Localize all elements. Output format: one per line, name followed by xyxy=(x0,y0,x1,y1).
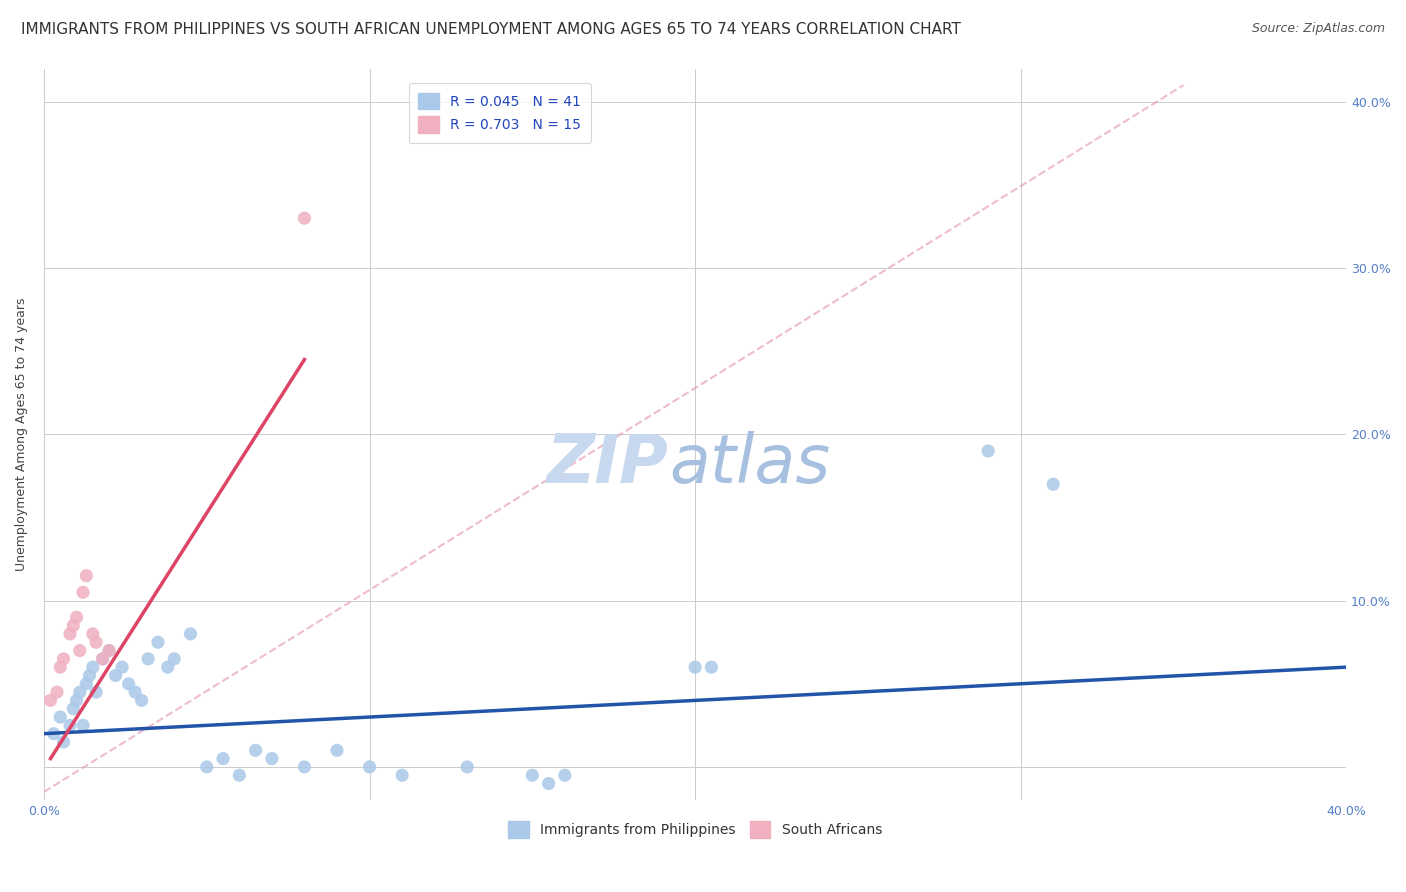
Point xyxy=(294,211,316,226)
Point xyxy=(111,660,134,674)
Point xyxy=(456,760,478,774)
Point xyxy=(49,660,72,674)
Point xyxy=(522,768,544,782)
Point xyxy=(195,760,218,774)
Point xyxy=(59,718,82,732)
Point xyxy=(117,677,139,691)
Y-axis label: Unemployment Among Ages 65 to 74 years: Unemployment Among Ages 65 to 74 years xyxy=(15,298,28,571)
Point xyxy=(179,627,201,641)
Point xyxy=(72,718,94,732)
Point xyxy=(65,610,87,624)
Point xyxy=(75,677,97,691)
Point xyxy=(91,652,114,666)
Point xyxy=(42,727,65,741)
Text: Source: ZipAtlas.com: Source: ZipAtlas.com xyxy=(1251,22,1385,36)
Point xyxy=(977,444,1000,458)
Point xyxy=(59,627,82,641)
Point xyxy=(84,635,107,649)
Point xyxy=(294,760,316,774)
Point xyxy=(131,693,153,707)
Text: IMMIGRANTS FROM PHILIPPINES VS SOUTH AFRICAN UNEMPLOYMENT AMONG AGES 65 TO 74 YE: IMMIGRANTS FROM PHILIPPINES VS SOUTH AFR… xyxy=(21,22,960,37)
Point xyxy=(49,710,72,724)
Point xyxy=(1042,477,1064,491)
Point xyxy=(554,768,576,782)
Point xyxy=(104,668,127,682)
Point xyxy=(156,660,179,674)
Point xyxy=(359,760,381,774)
Text: ZIP: ZIP xyxy=(547,431,669,497)
Point xyxy=(212,751,235,765)
Point xyxy=(700,660,723,674)
Point xyxy=(391,768,413,782)
Point xyxy=(245,743,267,757)
Point xyxy=(98,643,121,657)
Point xyxy=(82,627,104,641)
Point xyxy=(163,652,186,666)
Point xyxy=(39,693,62,707)
Point xyxy=(75,568,97,582)
Point xyxy=(91,652,114,666)
Point xyxy=(79,668,101,682)
Point xyxy=(146,635,169,649)
Point xyxy=(98,643,121,657)
Point xyxy=(537,776,560,790)
Point xyxy=(52,652,75,666)
Point xyxy=(260,751,283,765)
Point xyxy=(228,768,250,782)
Point xyxy=(62,702,84,716)
Point xyxy=(82,660,104,674)
Point xyxy=(683,660,706,674)
Text: atlas: atlas xyxy=(669,431,830,497)
Point xyxy=(52,735,75,749)
Point xyxy=(69,643,91,657)
Point xyxy=(62,618,84,632)
Legend: Immigrants from Philippines, South Africans: Immigrants from Philippines, South Afric… xyxy=(502,814,889,845)
Point xyxy=(72,585,94,599)
Point xyxy=(69,685,91,699)
Point xyxy=(124,685,146,699)
Point xyxy=(46,685,69,699)
Point xyxy=(326,743,349,757)
Point xyxy=(65,693,87,707)
Point xyxy=(136,652,159,666)
Point xyxy=(84,685,107,699)
